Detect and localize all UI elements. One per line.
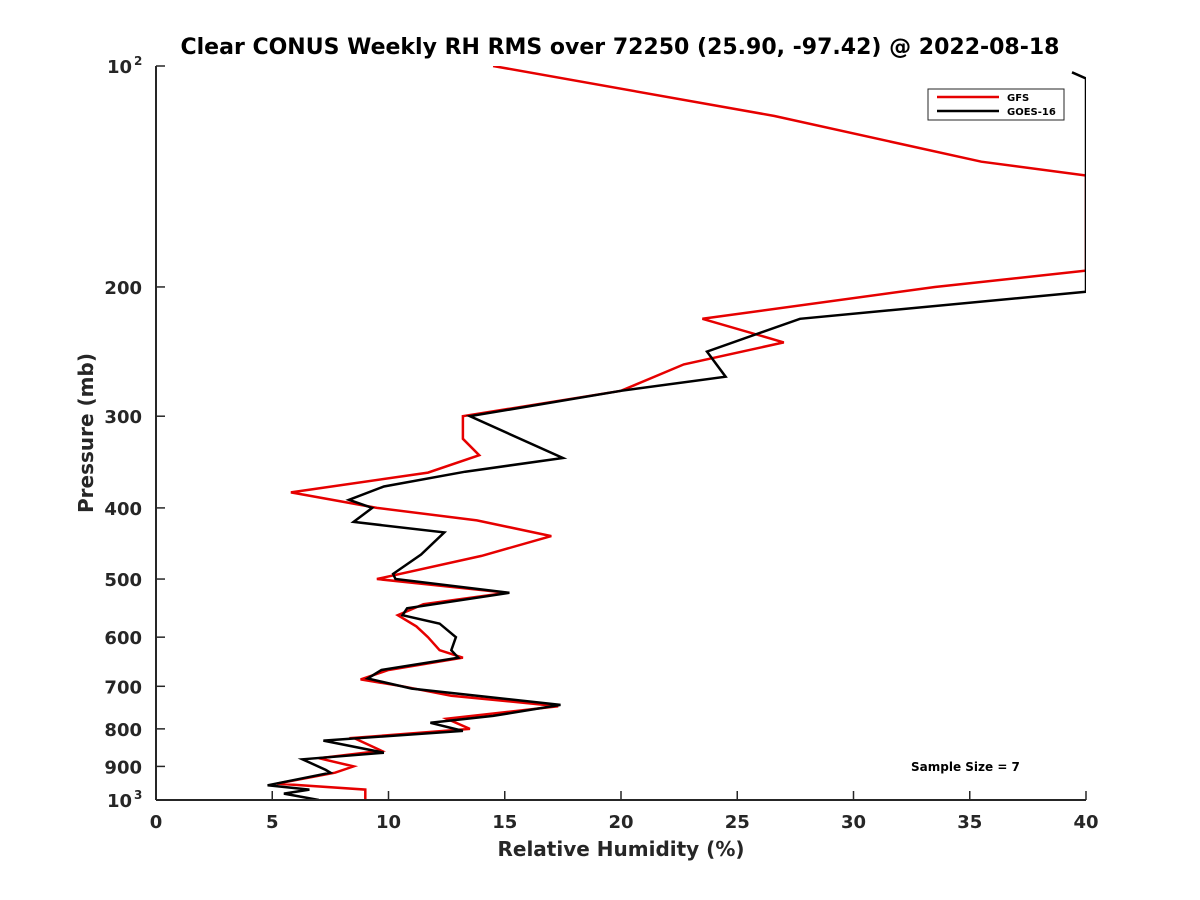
sample-size-annotation: Sample Size = 7	[911, 760, 1020, 774]
x-tick-label: 30	[841, 812, 866, 833]
y-tick-exponent: 2	[134, 54, 142, 68]
x-tick-label: 5	[266, 812, 279, 833]
x-tick-label: 0	[150, 812, 163, 833]
y-tick-label: 800	[104, 720, 142, 741]
x-tick-label: 15	[492, 812, 517, 833]
y-tick-label: 10	[107, 57, 132, 78]
y-tick-label: 700	[104, 677, 142, 698]
series-layer	[267, 66, 1086, 800]
y-tick-label: 200	[104, 278, 142, 299]
y-tick-label: 600	[104, 628, 142, 649]
y-tick-label: 900	[104, 757, 142, 778]
y-tick-label: 10	[107, 791, 132, 812]
x-tick-label: 20	[608, 812, 633, 833]
x-tick-label: 40	[1073, 812, 1098, 833]
series-line-goes16	[267, 71, 1086, 800]
legend-box	[927, 88, 1065, 121]
x-axis-ticks: 0 5 10 15 20 25 30 35 40	[150, 791, 1099, 833]
legend-label-goes16: GOES-16	[1007, 107, 1056, 118]
legend: GFS GOES-16	[927, 88, 1065, 121]
x-tick-label: 10	[376, 812, 401, 833]
y-tick-exponent: 3	[134, 788, 142, 802]
y-tick-label: 500	[104, 570, 142, 591]
x-tick-label: 35	[957, 812, 982, 833]
y-axis-label: Pressure (mb)	[74, 353, 98, 513]
legend-label-gfs: GFS	[1007, 93, 1029, 104]
y-tick-label: 400	[104, 499, 142, 520]
y-tick-label: 300	[104, 407, 142, 428]
chart-title: Clear CONUS Weekly RH RMS over 72250 (25…	[181, 35, 1060, 60]
x-tick-label: 25	[725, 812, 750, 833]
x-axis-label: Relative Humidity (%)	[497, 837, 744, 861]
